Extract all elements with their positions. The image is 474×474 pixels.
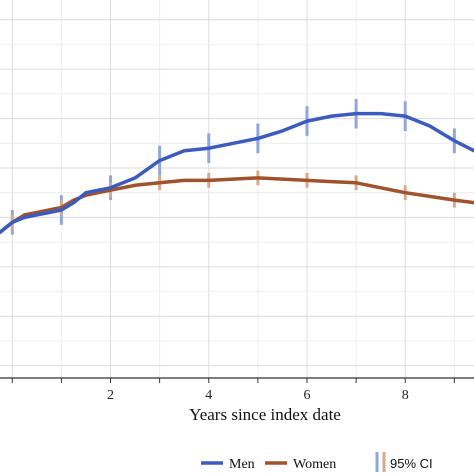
legend-women-label: Women <box>293 457 336 472</box>
grid <box>0 0 474 378</box>
confidence-intervals <box>10 98 456 235</box>
legend-ci-label: 95% CI <box>390 456 433 471</box>
x-tick-label: 6 <box>303 388 310 403</box>
legend: Men Women 95% CI <box>201 452 433 472</box>
x-tick-label: 8 <box>402 388 409 403</box>
series-lines <box>0 111 474 234</box>
legend-men-label: Men <box>229 457 255 472</box>
x-tick-label: 4 <box>205 388 212 403</box>
x-axis-ticks: 2 4 6 8 <box>11 378 455 403</box>
x-tick-label: 2 <box>107 388 114 403</box>
series-line-men <box>0 111 474 234</box>
x-axis-title: Years since index date <box>189 405 341 424</box>
series-line-women <box>0 176 474 234</box>
